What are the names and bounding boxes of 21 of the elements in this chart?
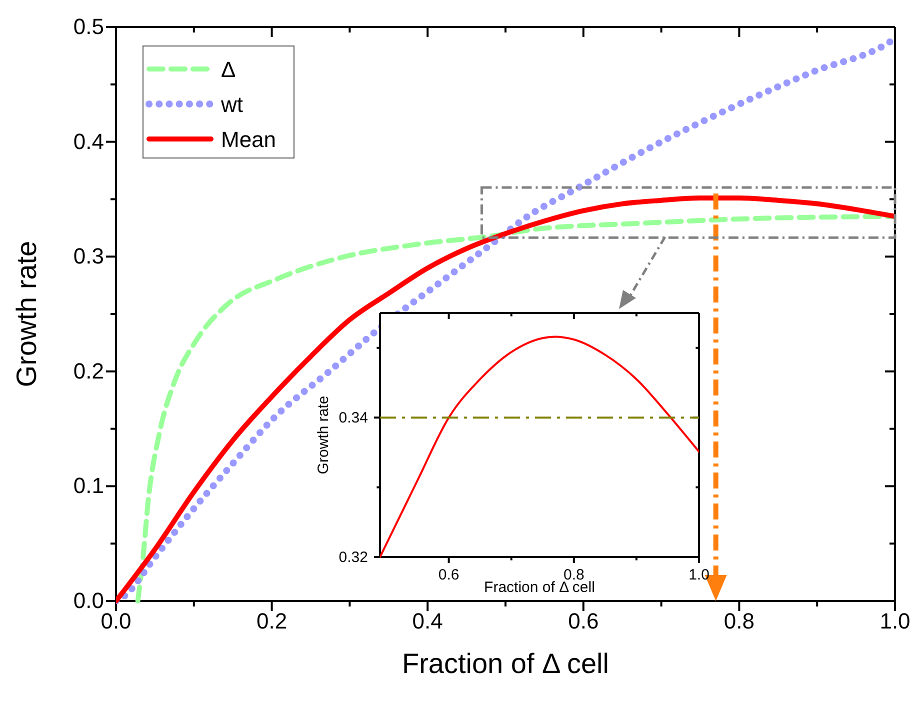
x-tick-label: 0.8 [724,608,754,634]
y-axis-title: Growth rate [315,396,332,474]
legend-label: wt [220,92,243,117]
y-axis-title: Growth rate [11,240,42,388]
y-tick-label: 0.4 [73,128,104,154]
y-tick-label: 0.34 [338,409,368,426]
x-tick-label: 1.0 [688,566,710,584]
legend-label: Mean [221,127,276,152]
y-tick-label: 0.3 [73,244,104,269]
x-tick-label: 0.6 [568,608,599,634]
y-tick-label: 0.2 [73,358,104,384]
y-tick-label: 0.1 [73,473,104,498]
y-tick-label: 0.5 [73,14,104,40]
x-tick-label: 0.4 [412,608,443,634]
legend-label: Δ [221,57,236,82]
x-tick-label: 0.6 [438,566,460,584]
x-tick-label: 1.0 [880,608,910,634]
x-tick-label: 0.2 [256,608,288,634]
y-tick-label: 0.32 [338,548,368,566]
x-axis-title: Fraction of Δ cell [484,579,595,596]
x-axis-title: Fraction of Δ cell [402,648,610,679]
